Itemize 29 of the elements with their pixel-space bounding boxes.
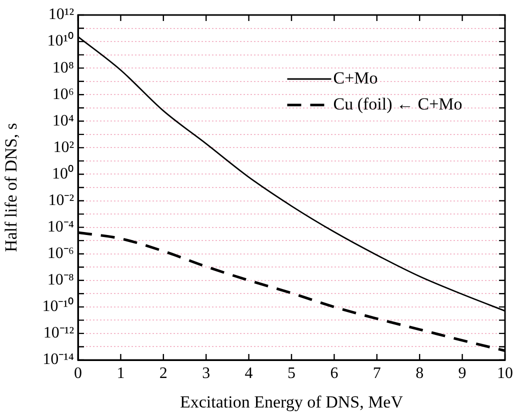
y-tick-label: 10⁻²	[48, 192, 74, 209]
x-tick-label: 3	[202, 364, 210, 382]
y-tick-label: 10⁶	[52, 86, 74, 103]
x-axis-title: Excitation Energy of DNS, MeV	[180, 392, 404, 412]
y-tick-label: 10²	[53, 138, 74, 156]
legend-label: C+Mo	[333, 68, 378, 88]
legend-label: Cu (foil) ← C+Mo	[333, 94, 462, 114]
y-tick-label: 10⁰	[52, 164, 74, 182]
x-tick-label: 10	[497, 364, 513, 382]
x-tick-label: 7	[372, 364, 381, 382]
y-tick-label: 10⁻⁸	[47, 272, 74, 289]
y-axis-title: Half life of DNS, s	[2, 123, 21, 252]
x-tick-label: 5	[288, 364, 296, 382]
x-tick-label: 0	[74, 364, 82, 382]
y-tick-label: 10⁻¹⁰	[42, 297, 74, 316]
x-tick-label: 2	[159, 364, 168, 382]
y-tick-label: 10⁻¹⁴	[42, 351, 74, 368]
x-tick-label: 9	[458, 364, 466, 382]
y-tick-label: 10⁸	[52, 59, 74, 76]
x-tick-label: 1	[116, 364, 125, 382]
y-tick-label: 10⁴	[52, 112, 74, 130]
y-tick-label: 10⁻¹²	[43, 324, 74, 342]
y-tick-label: 10⁻⁶	[47, 245, 74, 262]
x-tick-label: 6	[330, 364, 338, 382]
x-tick-label: 8	[416, 364, 424, 382]
x-tick-label: 4	[244, 364, 253, 382]
y-tick-label: 10¹⁰	[47, 32, 74, 50]
y-tick-label: 10⁻⁴	[47, 218, 74, 236]
y-tick-label: 10¹²	[48, 6, 74, 24]
